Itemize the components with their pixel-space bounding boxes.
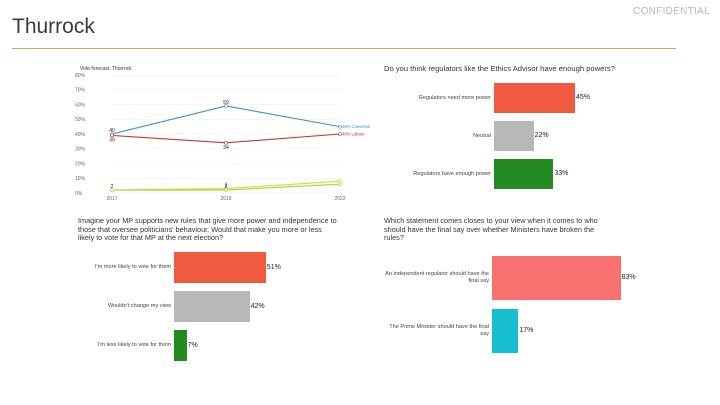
bar-value-label: 45% — [576, 94, 591, 101]
series-point — [338, 124, 342, 129]
point-label: 34 — [223, 145, 229, 151]
bar — [494, 83, 575, 113]
series-point — [224, 104, 228, 108]
bar-value-label: 51% — [266, 263, 281, 271]
series-point — [338, 132, 342, 136]
bar — [494, 121, 534, 151]
point-label: 3 — [225, 183, 228, 189]
bar-value-label: 33% — [554, 170, 569, 177]
chart-title: Vote forecast: Thurrock — [80, 66, 132, 72]
x-tick-label: 2017 — [106, 196, 117, 202]
bar — [174, 291, 250, 322]
regulators-question: Do you think regulators like the Ethics … — [384, 64, 615, 73]
bar-value-label: 83% — [621, 274, 636, 281]
bar-category-label: I'm more likely to vote for them — [95, 264, 171, 271]
y-tick-label: 70% — [75, 88, 86, 94]
bar-value-label: 17% — [519, 327, 534, 334]
series-line — [111, 105, 341, 135]
bar-category-label: Wouldn't change my view — [107, 303, 171, 310]
bar-category-label: I'm less likely to vote for them — [97, 342, 171, 349]
title-divider — [12, 48, 676, 49]
bar — [492, 309, 519, 353]
point-label: 59 — [223, 100, 229, 106]
y-tick-label: 10% — [75, 176, 86, 182]
bar — [174, 252, 266, 283]
mp-rules-question: Imagine your MP supports new rules that … — [78, 216, 337, 243]
x-tick-label: 2019 — [220, 196, 231, 202]
point-label: 2 — [111, 184, 114, 190]
series-point — [338, 182, 342, 186]
y-tick-label: 80% — [75, 73, 86, 79]
series-end-label: 45% Conservative — [342, 124, 370, 129]
series-end-label: 40% Labour — [342, 132, 365, 137]
point-label: 2 — [225, 184, 228, 190]
final-say-question: Which statement comes closes to your vie… — [384, 216, 598, 243]
y-tick-label: 50% — [75, 117, 86, 123]
series-point — [110, 188, 114, 192]
bar — [174, 330, 187, 361]
point-label: 39 — [109, 137, 115, 143]
series-point — [224, 188, 228, 192]
bar — [492, 256, 621, 300]
final-say-chart: An independent regulator should have the… — [384, 250, 684, 360]
regulators-chart: Regulators need more power 45% Neutral 22% R… — [384, 80, 684, 190]
page-title: Thurrock — [12, 15, 95, 38]
vote-forecast-chart: Vote forecast: Thurrock 0% 10% 20% 30% 40% 50… — [75, 66, 370, 202]
point-label: 40 — [109, 128, 115, 134]
confidential-label: CONFIDENTIAL — [633, 6, 710, 17]
bar-category-label: Regulators need more power — [418, 94, 491, 101]
bar-value-label: 42% — [250, 302, 265, 310]
y-tick-label: 60% — [75, 102, 86, 108]
y-tick-label: 30% — [75, 147, 86, 153]
series-point — [110, 133, 114, 138]
y-tick-label: 0% — [75, 191, 83, 197]
bar-category-label: An independent regulator should have the… — [385, 271, 489, 284]
bar-category-label: Neutral — [472, 132, 491, 139]
bar-category-label: The Prime Minister should have the final… — [389, 324, 489, 337]
x-tick-label: 2022 — [334, 196, 345, 202]
bar-value-label: 22% — [534, 132, 549, 139]
series-point — [224, 141, 228, 145]
bar-category-label: Regulators have enough power — [413, 170, 491, 177]
bar-value-label: 7% — [187, 341, 198, 349]
y-tick-label: 40% — [75, 132, 86, 138]
mp-rules-chart: I'm more likely to vote for them 51% Would… — [70, 248, 370, 363]
y-tick-label: 20% — [75, 161, 86, 167]
series-point — [338, 179, 342, 183]
bar — [494, 159, 554, 189]
